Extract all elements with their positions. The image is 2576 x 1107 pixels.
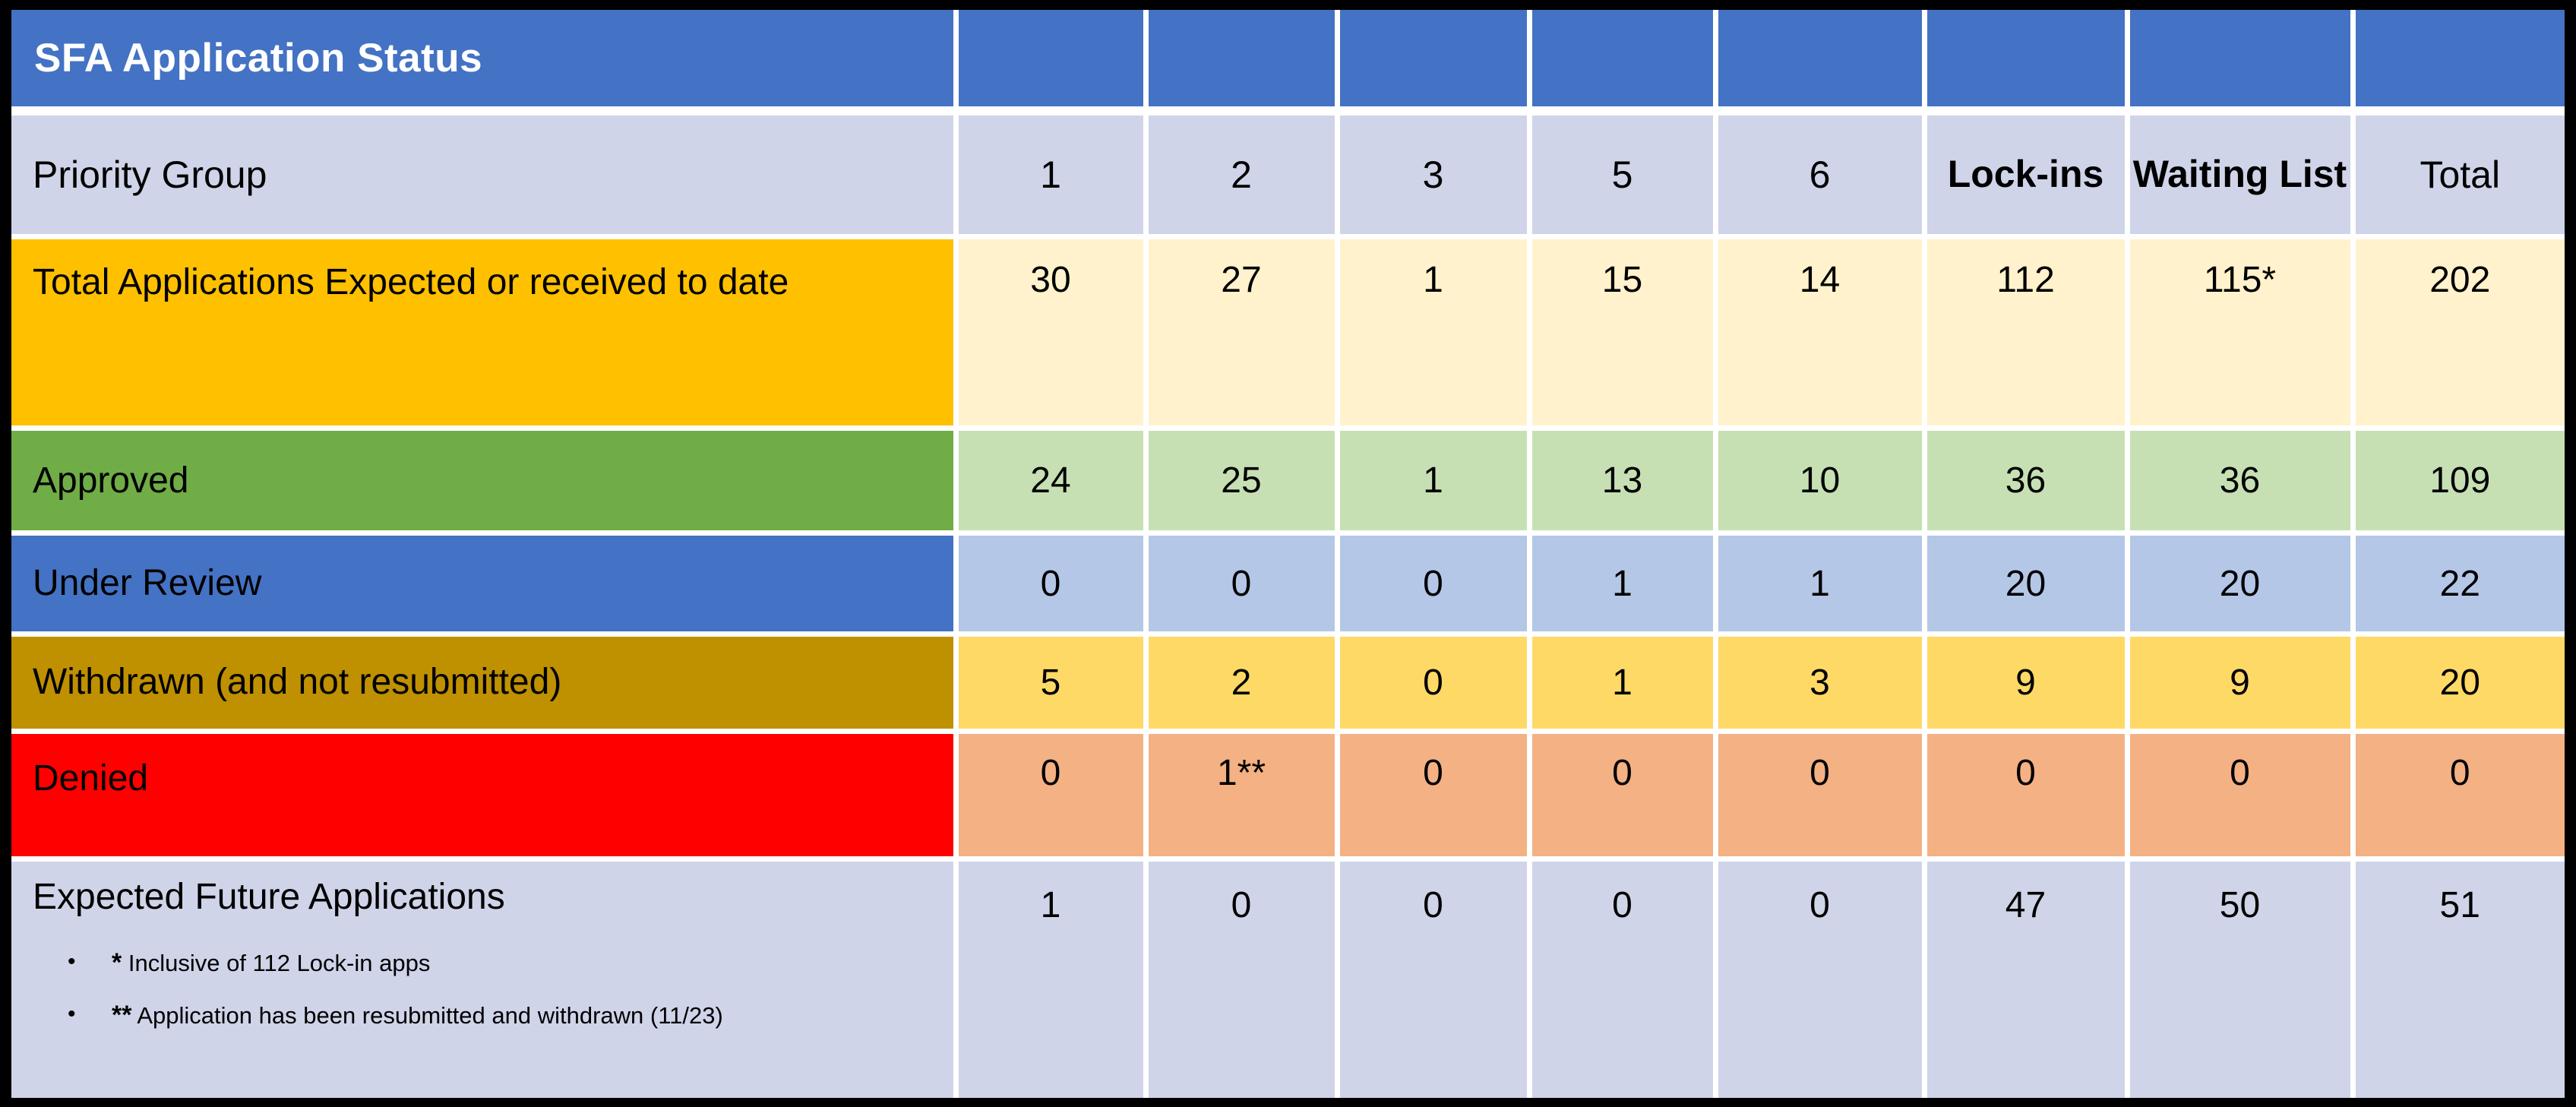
footnote-text: Inclusive of 112 Lock-in apps (122, 950, 431, 977)
value-cell: 0 (1334, 631, 1532, 734)
value-cell: 1 (1526, 530, 1718, 637)
value-cell: 30 (953, 234, 1149, 432)
col-header-2: 2 (1143, 108, 1340, 240)
title-spacer-cell (1526, 10, 1718, 115)
value-cell: 9 (2124, 631, 2356, 734)
value-cell: 27 (1143, 234, 1340, 432)
row-label-total-applications: Total Applications Expected or received … (11, 234, 959, 432)
bullet-icon: • (68, 1001, 76, 1027)
value-cell: 50 (2124, 856, 2356, 1098)
title-spacer-cell (1334, 10, 1532, 115)
footnote-marker: * (112, 948, 122, 978)
value-cell: 0 (1712, 856, 1927, 1098)
sfa-status-table: SFA Application Status Priority Group 1 … (11, 10, 2565, 1098)
value-cell: 22 (2350, 530, 2565, 637)
row-approved: Approved 24 25 1 13 10 36 36 109 (11, 425, 2565, 536)
footnote-text: Application has been resubmitted and wit… (131, 1002, 723, 1030)
row-expected-future: Expected Future Applications • * Inclusiv… (11, 856, 2565, 1098)
row-label-approved: Approved (11, 425, 959, 536)
value-cell: 14 (1712, 234, 1927, 432)
value-cell: 20 (2350, 631, 2565, 734)
priority-group-label: Priority Group (11, 108, 959, 240)
row-under-review: Under Review 0 0 0 1 1 20 20 22 (11, 530, 2565, 637)
row-withdrawn: Withdrawn (and not resubmitted) 5 2 0 1 … (11, 631, 2565, 734)
value-cell: 47 (1921, 856, 2130, 1098)
value-cell: 1 (1334, 425, 1532, 536)
value-cell: 20 (1921, 530, 2130, 637)
row-total-applications: Total Applications Expected or received … (11, 234, 2565, 432)
value-cell: 25 (1143, 425, 1340, 536)
value-cell: 0 (2350, 728, 2565, 862)
col-header-1: 1 (953, 108, 1149, 240)
expected-future-label: Expected Future Applications (33, 877, 505, 918)
row-label-denied: Denied (11, 728, 959, 862)
value-cell: 9 (1921, 631, 2130, 734)
value-cell: 3 (1712, 631, 1927, 734)
title-spacer-cell (2124, 10, 2356, 115)
value-cell: 0 (953, 728, 1149, 862)
value-cell: 51 (2350, 856, 2565, 1098)
col-header-6: 6 (1712, 108, 1927, 240)
footnote-marker: ** (112, 1001, 132, 1030)
value-cell: 115* (2124, 234, 2356, 432)
value-cell: 0 (1921, 728, 2130, 862)
value-cell: 202 (2350, 234, 2565, 432)
col-header-5: 5 (1526, 108, 1718, 240)
value-cell: 0 (1334, 530, 1532, 637)
value-cell: 0 (2124, 728, 2356, 862)
value-cell: 1 (953, 856, 1149, 1098)
title-spacer-cell (1143, 10, 1340, 115)
value-cell: 10 (1712, 425, 1927, 536)
value-cell: 1 (1712, 530, 1927, 637)
value-cell: 0 (1334, 728, 1532, 862)
value-cell: 0 (1526, 728, 1718, 862)
col-header-3: 3 (1334, 108, 1532, 240)
value-cell: 0 (1143, 856, 1340, 1098)
value-cell: 13 (1526, 425, 1718, 536)
title-spacer-cell (1712, 10, 1927, 115)
row-label-under-review: Under Review (11, 530, 959, 637)
value-cell: 15 (1526, 234, 1718, 432)
bullet-icon: • (68, 949, 76, 975)
title-spacer-cell (1921, 10, 2130, 115)
value-cell: 36 (1921, 425, 2130, 536)
page-title: SFA Application Status (11, 10, 959, 115)
row-label-expected-future: Expected Future Applications • * Inclusiv… (11, 856, 959, 1098)
footnote-resubmitted: • ** Application has been resubmitted and… (68, 996, 887, 1035)
value-cell: 0 (1712, 728, 1927, 862)
value-cell: 24 (953, 425, 1149, 536)
value-cell: 0 (1334, 856, 1532, 1098)
value-cell: 112 (1921, 234, 2130, 432)
value-cell: 0 (1143, 530, 1340, 637)
value-cell: 0 (1526, 856, 1718, 1098)
col-header-total: Total (2350, 108, 2565, 240)
title-spacer-cell (953, 10, 1149, 115)
table-title-row: SFA Application Status (11, 10, 2565, 115)
value-cell: 5 (953, 631, 1149, 734)
value-cell: 2 (1143, 631, 1340, 734)
col-header-waiting-list: Waiting List (2124, 108, 2356, 240)
row-label-withdrawn: Withdrawn (and not resubmitted) (11, 631, 959, 734)
priority-group-header-row: Priority Group 1 2 3 5 6 Lock-ins Waitin… (11, 108, 2565, 240)
value-cell: 0 (953, 530, 1149, 637)
row-denied: Denied 0 1** 0 0 0 0 0 0 (11, 728, 2565, 862)
value-cell: 1 (1334, 234, 1532, 432)
footnote-list: • * Inclusive of 112 Lock-in apps • ** App… (33, 944, 923, 1035)
value-cell: 36 (2124, 425, 2356, 536)
value-cell: 1 (1526, 631, 1718, 734)
title-spacer-cell (2350, 10, 2565, 115)
value-cell: 109 (2350, 425, 2565, 536)
col-header-lock-ins: Lock-ins (1921, 108, 2130, 240)
value-cell: 20 (2124, 530, 2356, 637)
value-cell: 1** (1143, 728, 1340, 862)
footnote-lock-in-apps: • * Inclusive of 112 Lock-in apps (68, 944, 887, 982)
